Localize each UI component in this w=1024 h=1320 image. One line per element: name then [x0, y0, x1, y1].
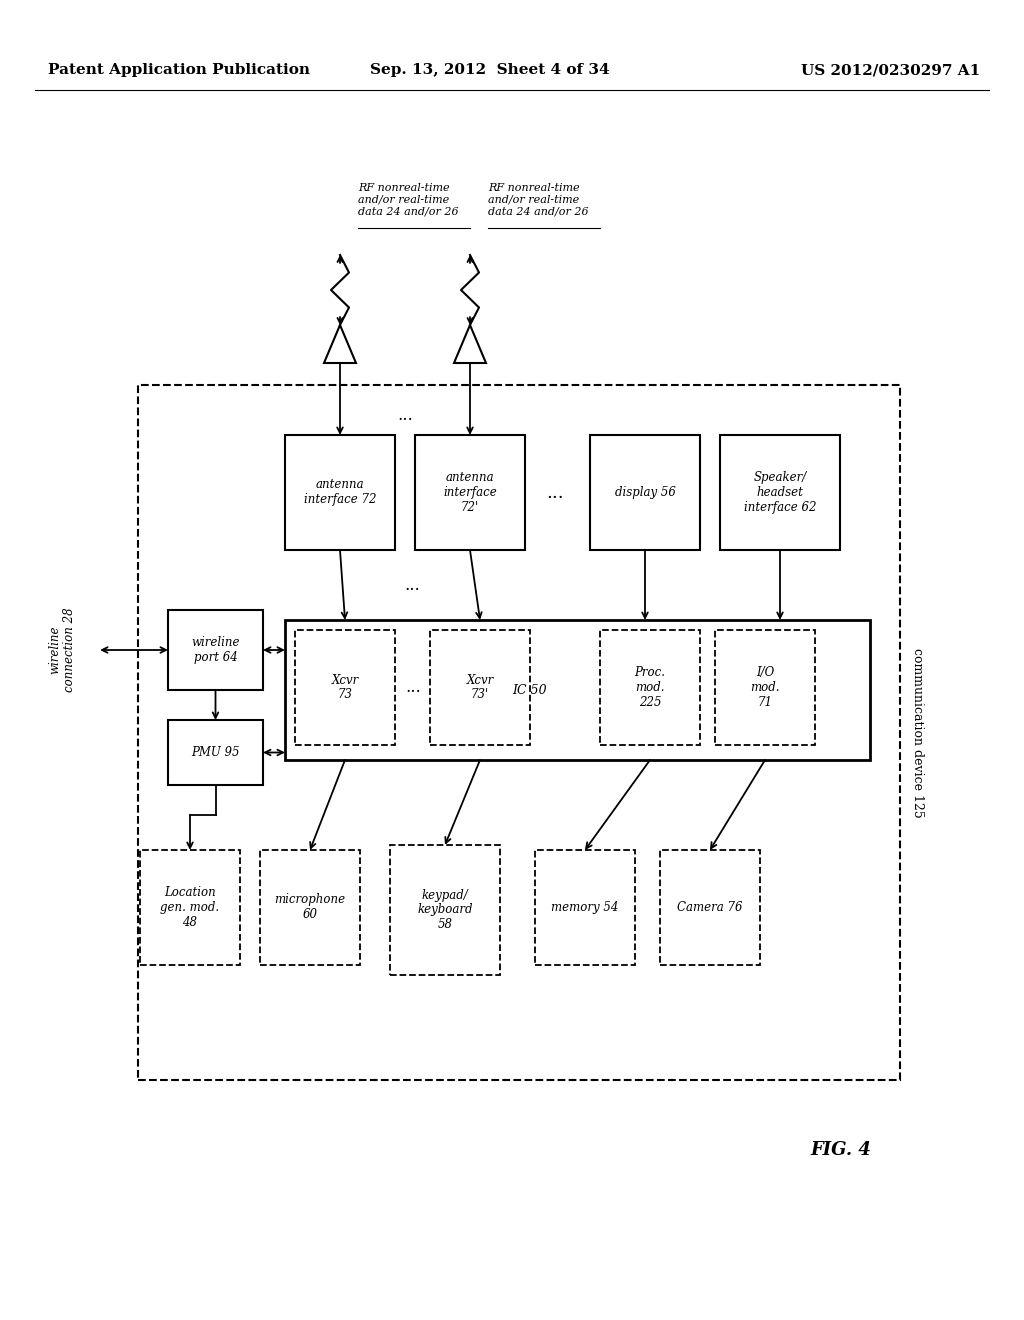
Text: RF nonreal-time
and/or real-time
data 24 and/or 26: RF nonreal-time and/or real-time data 24…	[488, 183, 589, 216]
Text: Location
gen. mod.
48: Location gen. mod. 48	[161, 886, 219, 929]
Bar	[415, 436, 525, 550]
Text: ...: ...	[406, 678, 421, 696]
Bar	[430, 630, 530, 744]
Bar	[168, 719, 263, 785]
Text: ...: ...	[404, 577, 421, 594]
Text: Speaker/
headset
interface 62: Speaker/ headset interface 62	[743, 471, 816, 513]
Bar	[138, 385, 900, 1080]
Bar	[535, 850, 635, 965]
Text: US 2012/0230297 A1: US 2012/0230297 A1	[801, 63, 980, 77]
Text: microphone
60: microphone 60	[274, 894, 345, 921]
Text: Patent Application Publication: Patent Application Publication	[48, 63, 310, 77]
Text: Xcvr
73: Xcvr 73	[332, 673, 358, 701]
Text: antenna
interface 72: antenna interface 72	[304, 479, 376, 507]
Bar	[285, 436, 395, 550]
Text: IC 50: IC 50	[513, 684, 547, 697]
Text: communication device 125: communication device 125	[911, 648, 925, 817]
Text: ...: ...	[397, 407, 413, 424]
Text: antenna
interface
72': antenna interface 72'	[443, 471, 497, 513]
Text: I/O
mod.
71: I/O mod. 71	[751, 667, 779, 709]
Bar	[285, 620, 870, 760]
Text: Xcvr
73': Xcvr 73'	[466, 673, 494, 701]
Bar	[600, 630, 700, 744]
Text: RF nonreal-time
and/or real-time
data 24 and/or 26: RF nonreal-time and/or real-time data 24…	[358, 183, 459, 216]
Text: keypad/
keyboard
58: keypad/ keyboard 58	[417, 888, 473, 932]
Text: Camera 76: Camera 76	[677, 902, 742, 913]
Bar	[590, 436, 700, 550]
Bar	[660, 850, 760, 965]
Bar	[168, 610, 263, 690]
Bar	[390, 845, 500, 975]
Bar	[720, 436, 840, 550]
Bar	[715, 630, 815, 744]
Bar	[140, 850, 240, 965]
Bar	[295, 630, 395, 744]
Text: wireline
connection 28: wireline connection 28	[48, 607, 76, 692]
Text: wireline
port 64: wireline port 64	[191, 636, 240, 664]
Text: memory 54: memory 54	[551, 902, 618, 913]
Text: display 56: display 56	[614, 486, 676, 499]
Bar	[260, 850, 360, 965]
Text: PMU 95: PMU 95	[191, 746, 240, 759]
Text: FIG. 4: FIG. 4	[810, 1140, 870, 1159]
Text: ...: ...	[546, 483, 564, 502]
Text: Proc.
mod.
225: Proc. mod. 225	[635, 667, 666, 709]
Text: Sep. 13, 2012  Sheet 4 of 34: Sep. 13, 2012 Sheet 4 of 34	[371, 63, 610, 77]
